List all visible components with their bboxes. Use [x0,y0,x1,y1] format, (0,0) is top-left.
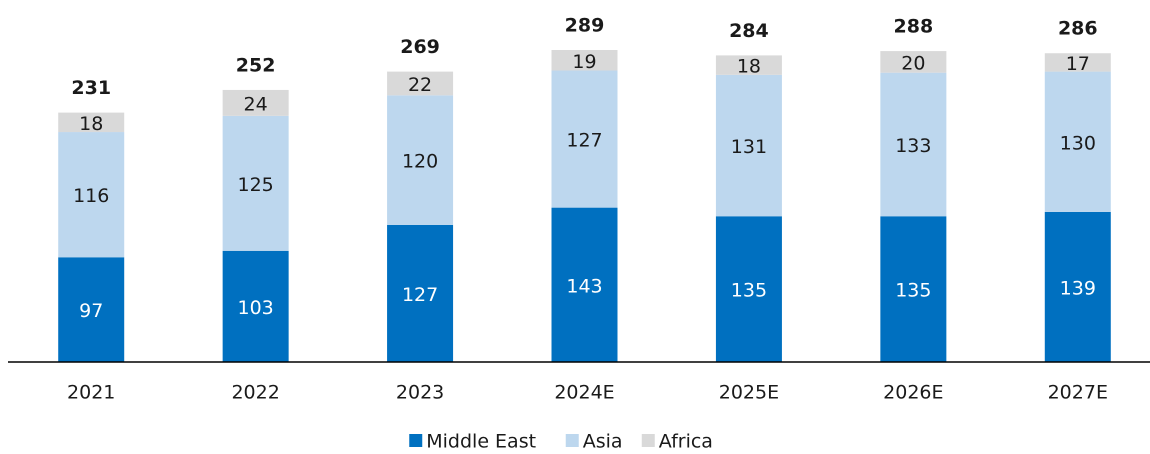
data-label: 19 [572,51,596,73]
total-label: 231 [71,77,111,99]
data-label: 18 [737,56,761,78]
bar-segment [715,74,782,217]
total-label: 284 [729,20,769,42]
total-label: 269 [400,36,440,58]
data-label: 139 [1060,277,1096,299]
bar-segment [58,112,125,133]
bar-segment [551,207,618,362]
data-label: 120 [402,151,438,173]
bar-segment [1044,211,1111,362]
data-label: 143 [566,275,602,297]
bar-segment [880,216,947,362]
data-label: 131 [731,136,767,158]
bar-segment [58,132,125,258]
bar-segment [880,72,947,217]
bar-segment [387,71,454,96]
data-label: 18 [79,113,103,135]
bar-segment [222,115,289,251]
data-label: 103 [238,297,274,319]
x-tick-label: 2027E [1048,382,1108,404]
bar-segment [880,51,947,73]
bar-segment [1044,71,1111,212]
x-tick-label: 2022 [231,382,279,404]
bar-segment [222,89,289,116]
bar-segment [551,50,618,71]
bar-segment [715,55,782,75]
data-label: 22 [408,74,432,96]
legend-label: Africa [659,431,713,453]
bar-segment [715,216,782,362]
data-label: 135 [731,280,767,302]
data-label: 127 [566,130,602,152]
bar-segment [58,257,125,362]
x-tick-label: 2024E [554,382,614,404]
total-label: 286 [1058,18,1098,40]
bar-segment [387,95,454,225]
data-label: 17 [1066,53,1090,75]
data-label: 135 [895,280,931,302]
legend-label: Middle East [426,431,536,453]
data-label: 130 [1060,132,1096,154]
data-label: 127 [402,284,438,306]
data-label: 133 [895,135,931,157]
total-label: 252 [236,54,276,76]
bar-segment [551,70,618,208]
total-label: 289 [565,15,605,37]
data-label: 24 [244,93,268,115]
x-tick-label: 2025E [719,382,779,404]
data-label: 97 [79,300,103,322]
legend-swatch [641,434,655,447]
bar-segment [387,224,454,362]
bar-segment [1044,53,1111,72]
legend-swatch [409,434,423,447]
x-tick-label: 2021 [67,382,115,404]
data-label: 116 [73,185,109,207]
x-tick-label: 2026E [883,382,943,404]
legend-label: Asia [583,431,623,453]
bar-segment [222,250,289,362]
total-label: 288 [894,16,934,38]
data-label: 20 [901,52,925,74]
legend-swatch [565,434,579,447]
x-tick-label: 2023 [396,382,444,404]
data-label: 125 [238,174,274,196]
